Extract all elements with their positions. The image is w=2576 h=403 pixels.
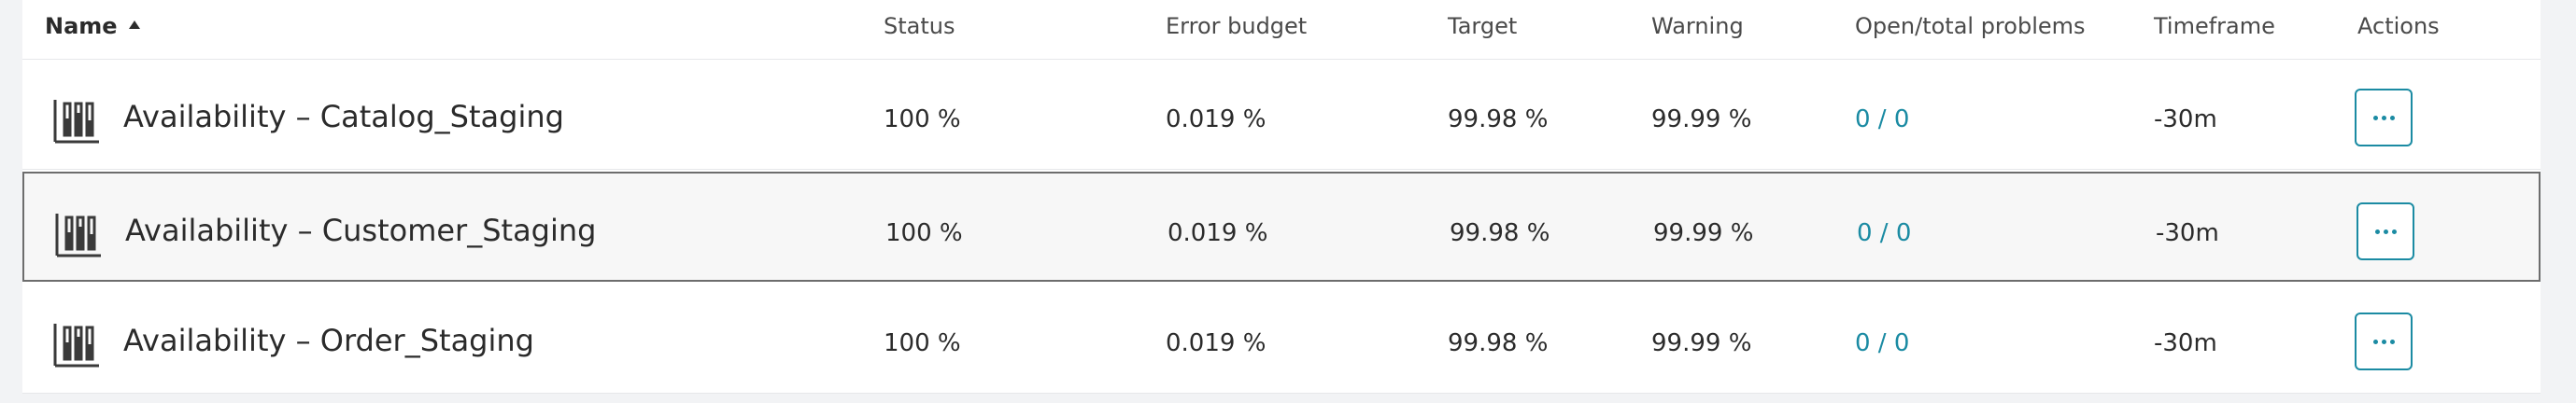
column-header-warning[interactable]: Warning bbox=[1651, 13, 1744, 39]
column-header-actions: Actions bbox=[2357, 13, 2440, 39]
slo-problems-link[interactable]: 0 / 0 bbox=[1855, 105, 1910, 133]
slo-warning: 99.99 % bbox=[1651, 105, 1752, 133]
actions-menu-button[interactable] bbox=[2357, 202, 2414, 260]
slo-target: 99.98 % bbox=[1448, 329, 1549, 357]
slo-problems-link[interactable]: 0 / 0 bbox=[1855, 329, 1910, 357]
slo-name[interactable]: Availability – Customer_Staging bbox=[125, 213, 597, 248]
slo-bar-chart-icon bbox=[55, 214, 101, 257]
slo-table: Name Status Error budget Target Warning … bbox=[22, 0, 2541, 394]
slo-status: 100 % bbox=[884, 329, 961, 357]
slo-error-budget: 0.019 % bbox=[1166, 329, 1267, 357]
column-header-error-budget[interactable]: Error budget bbox=[1166, 13, 1308, 39]
column-header-problems[interactable]: Open/total problems bbox=[1855, 13, 2086, 39]
more-horizontal-icon bbox=[2372, 339, 2395, 344]
slo-problems-link[interactable]: 0 / 0 bbox=[1857, 219, 1912, 247]
slo-name[interactable]: Availability – Catalog_Staging bbox=[123, 99, 564, 134]
slo-warning: 99.99 % bbox=[1653, 219, 1754, 247]
slo-status: 100 % bbox=[884, 105, 961, 133]
slo-bar-chart-icon bbox=[53, 324, 99, 368]
table-header: Name Status Error budget Target Warning … bbox=[22, 0, 2541, 60]
slo-warning: 99.99 % bbox=[1651, 329, 1752, 357]
slo-timeframe: -30m bbox=[2156, 219, 2219, 247]
column-header-target[interactable]: Target bbox=[1448, 13, 1518, 39]
actions-menu-button[interactable] bbox=[2355, 89, 2413, 146]
column-header-name-label: Name bbox=[45, 13, 118, 39]
slo-bar-chart-icon bbox=[53, 100, 99, 144]
slo-name[interactable]: Availability – Order_Staging bbox=[123, 323, 534, 358]
slo-error-budget: 0.019 % bbox=[1168, 219, 1268, 247]
table-row[interactable]: Availability – Order_Staging 100 % 0.019… bbox=[22, 284, 2541, 394]
slo-target: 99.98 % bbox=[1450, 219, 1550, 247]
table-row[interactable]: Availability – Catalog_Staging 100 % 0.0… bbox=[22, 60, 2541, 170]
column-header-status[interactable]: Status bbox=[884, 13, 955, 39]
sort-ascending-icon[interactable] bbox=[128, 21, 140, 29]
actions-menu-button[interactable] bbox=[2355, 313, 2413, 370]
slo-status: 100 % bbox=[885, 219, 963, 247]
table-row[interactable]: Availability – Customer_Staging 100 % 0.… bbox=[22, 172, 2541, 282]
slo-error-budget: 0.019 % bbox=[1166, 105, 1267, 133]
column-header-name[interactable]: Name bbox=[45, 13, 140, 39]
slo-timeframe: -30m bbox=[2154, 329, 2217, 357]
more-horizontal-icon bbox=[2372, 115, 2395, 120]
slo-target: 99.98 % bbox=[1448, 105, 1549, 133]
slo-timeframe: -30m bbox=[2154, 105, 2217, 133]
more-horizontal-icon bbox=[2374, 229, 2397, 234]
column-header-timeframe[interactable]: Timeframe bbox=[2154, 13, 2275, 39]
